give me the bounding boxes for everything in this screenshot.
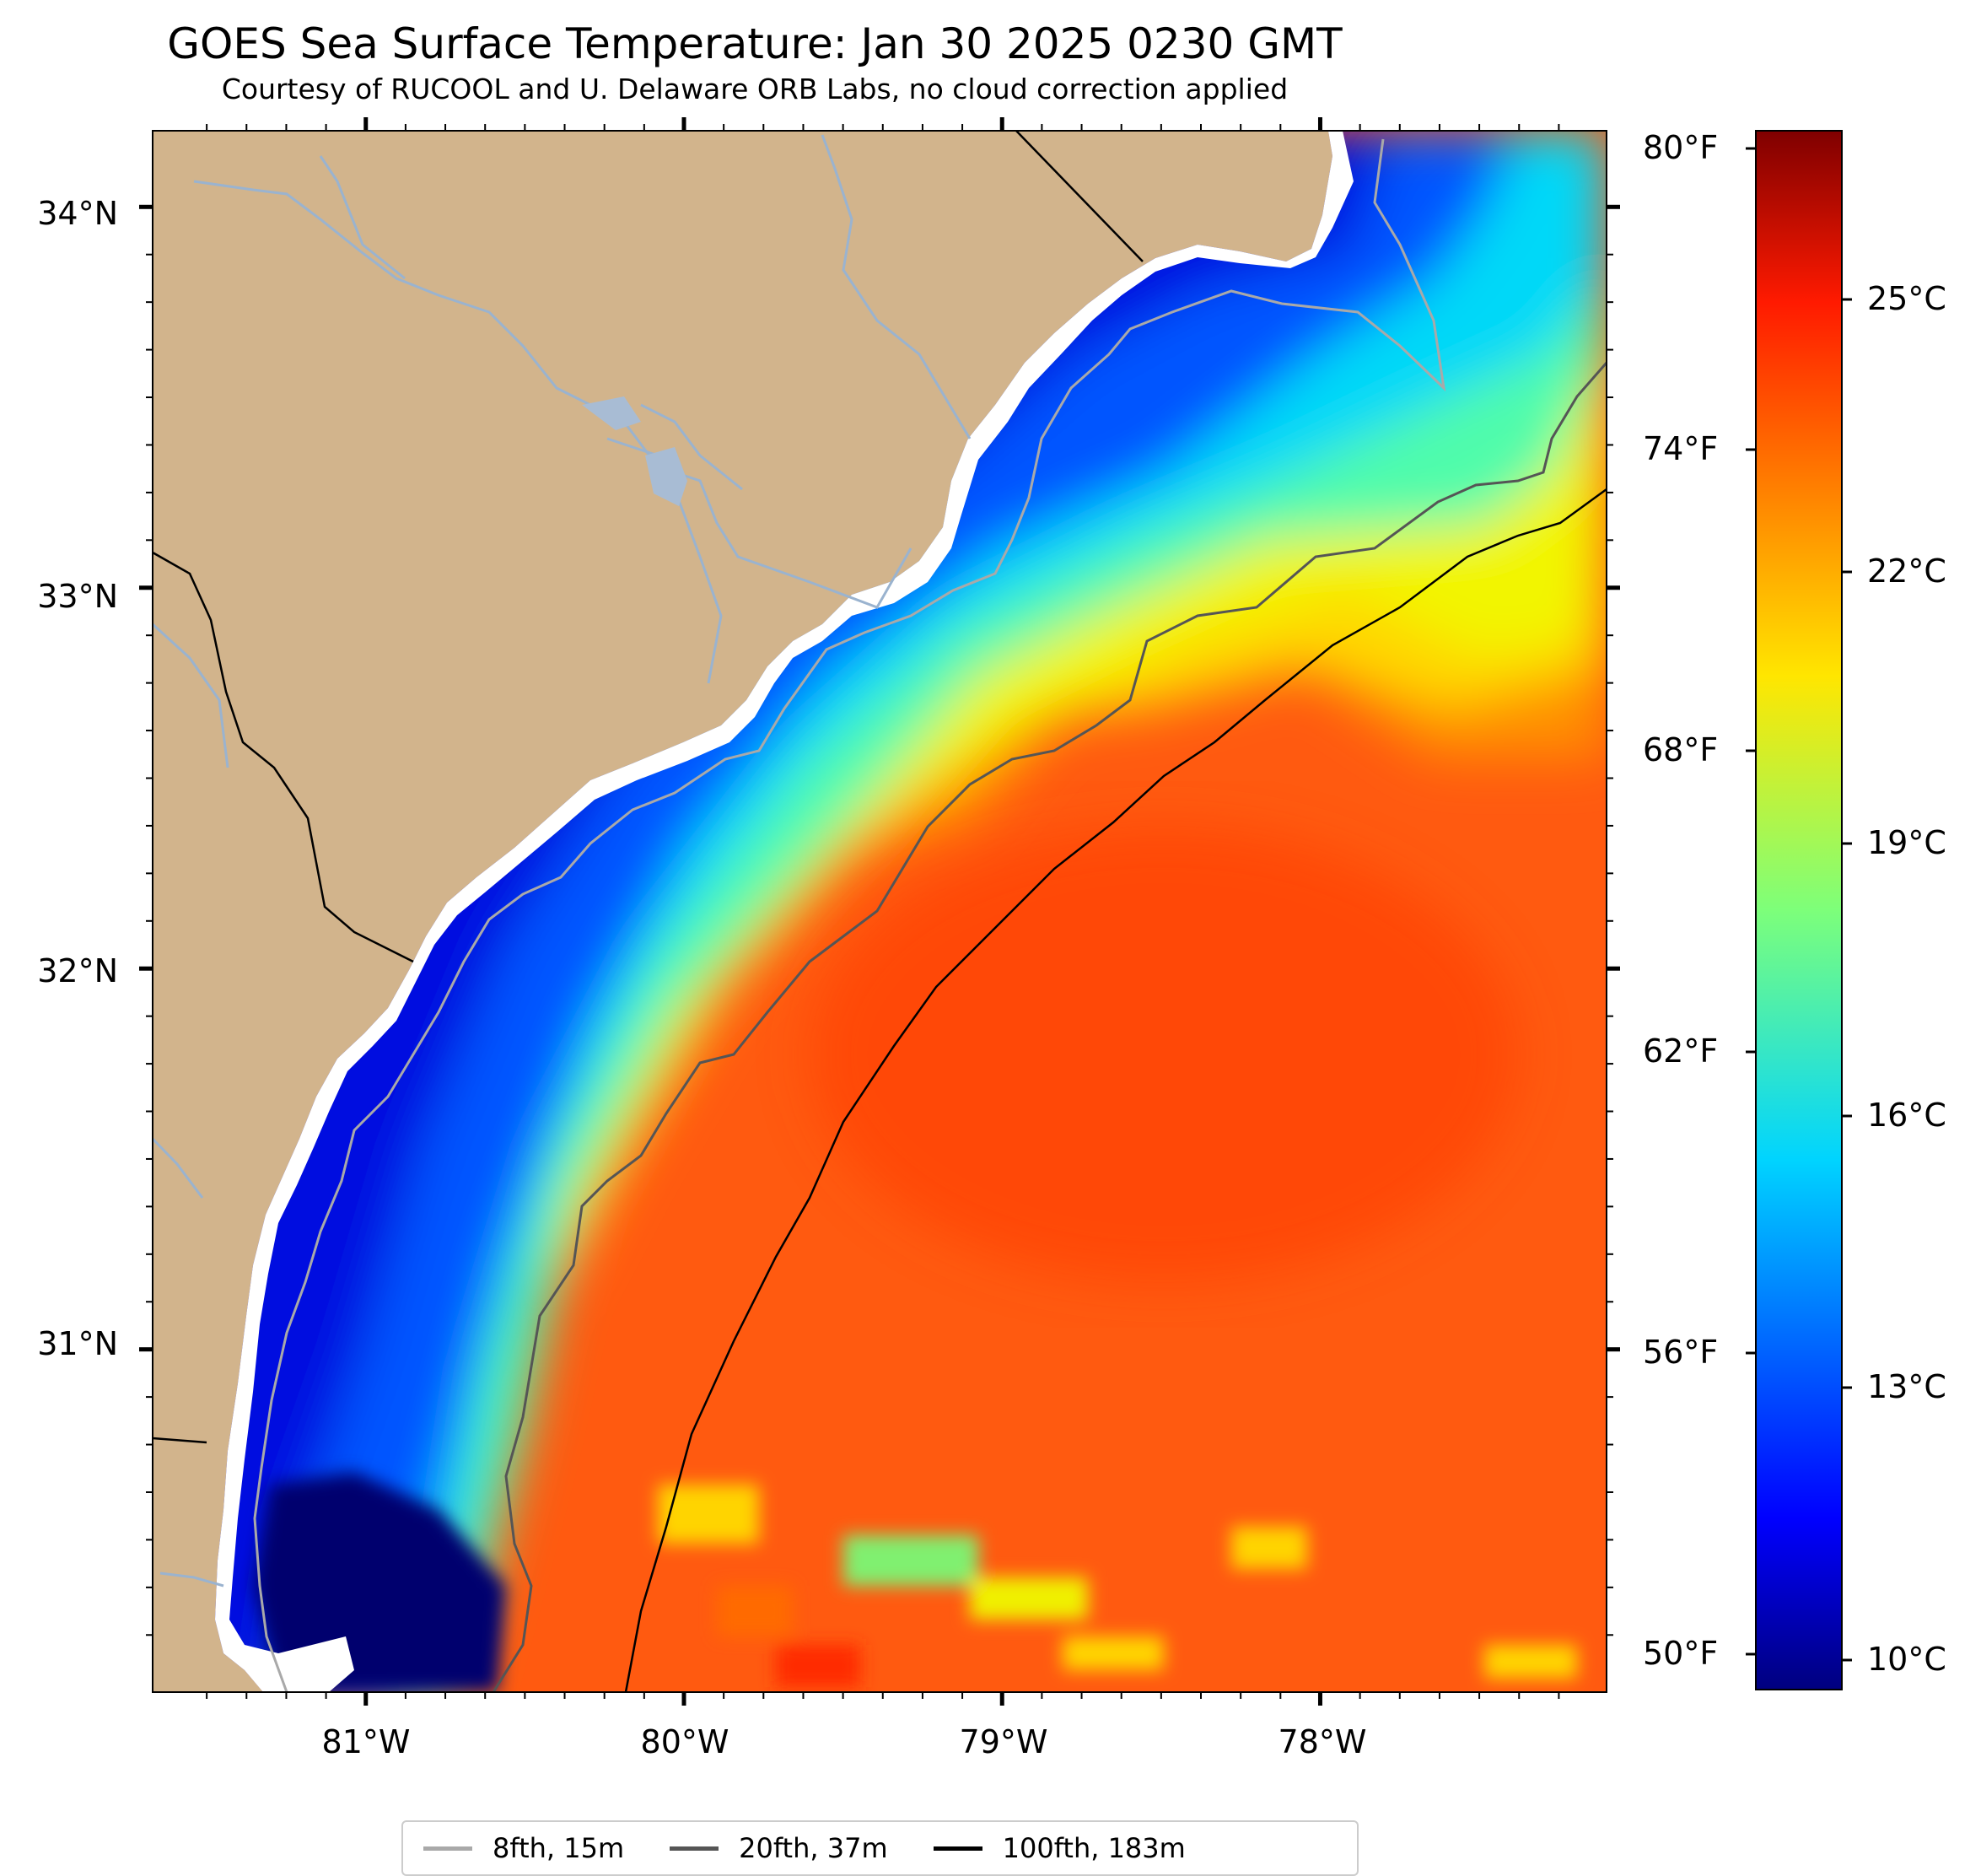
legend-item-100fth: 100fth, 183m bbox=[933, 1832, 1186, 1864]
legend-label-20fth: 20fth, 37m bbox=[739, 1832, 888, 1864]
cold-pocket bbox=[253, 1472, 506, 1692]
lon-label-79w: 79°W bbox=[960, 1723, 1048, 1760]
isobath-20fth bbox=[492, 362, 1607, 1692]
gulf-stream-core bbox=[810, 827, 1518, 1282]
cbar-f-68: 68°F bbox=[1643, 731, 1718, 768]
cbar-f-62: 62°F bbox=[1643, 1032, 1718, 1070]
cbar-f-80: 80°F bbox=[1643, 129, 1718, 166]
cbar-c-10: 10°C bbox=[1867, 1641, 1946, 1678]
lat-label-34n: 34°N bbox=[37, 195, 118, 232]
state-boundaries bbox=[153, 131, 1144, 1444]
lon-label-80w: 80°W bbox=[641, 1723, 729, 1760]
colorbar: 25°C 22°C 19°C 16°C 13°C 10°C 80°F 74°F … bbox=[1643, 129, 1946, 1690]
map-panel bbox=[152, 130, 1607, 1693]
coastal-no-data bbox=[215, 131, 1354, 1692]
cbar-c-13: 13°C bbox=[1867, 1368, 1946, 1405]
isobath-100fth bbox=[624, 488, 1607, 1692]
lat-label-31n: 31°N bbox=[37, 1325, 118, 1362]
legend-label-8fth: 8fth, 15m bbox=[493, 1832, 625, 1864]
legend-label-100fth: 100fth, 183m bbox=[1002, 1832, 1186, 1864]
map-subtitle: Courtesy of RUCOOL and U. Delaware ORB L… bbox=[221, 73, 1289, 105]
legend-swatch-8fth bbox=[423, 1846, 472, 1851]
colorbar-gradient bbox=[1755, 130, 1843, 1690]
lon-label-78w: 78°W bbox=[1278, 1723, 1367, 1760]
cbar-c-16: 16°C bbox=[1867, 1097, 1946, 1134]
rivers bbox=[153, 134, 972, 1588]
cbar-c-19: 19°C bbox=[1867, 824, 1946, 861]
isobath-legend: 8fth, 15m 20fth, 37m 100fth, 183m bbox=[401, 1820, 1359, 1876]
map-frame bbox=[152, 130, 1607, 1693]
lat-label-33n: 33°N bbox=[37, 578, 118, 615]
legend-swatch-20fth bbox=[670, 1846, 719, 1851]
legend-item-8fth: 8fth, 15m bbox=[423, 1832, 624, 1864]
cbar-c-25: 25°C bbox=[1867, 280, 1946, 317]
land bbox=[153, 131, 1332, 1692]
lake-moultrie bbox=[645, 447, 687, 506]
southern-patchy-band bbox=[658, 1485, 1577, 1687]
cbar-f-74: 74°F bbox=[1643, 430, 1718, 467]
map-title: GOES Sea Surface Temperature: Jan 30 202… bbox=[167, 19, 1343, 68]
cbar-c-22: 22°C bbox=[1867, 553, 1946, 590]
legend-item-20fth: 20fth, 37m bbox=[670, 1832, 888, 1864]
axis-ticks bbox=[139, 117, 1620, 1706]
cbar-f-50: 50°F bbox=[1643, 1635, 1718, 1672]
lake-marion bbox=[582, 396, 641, 430]
legend-swatch-100fth bbox=[933, 1846, 982, 1851]
isobath-8fth bbox=[253, 138, 1446, 1692]
lon-label-81w: 81°W bbox=[322, 1723, 411, 1760]
cbar-f-56: 56°F bbox=[1643, 1334, 1718, 1371]
lat-label-32n: 32°N bbox=[37, 952, 118, 989]
